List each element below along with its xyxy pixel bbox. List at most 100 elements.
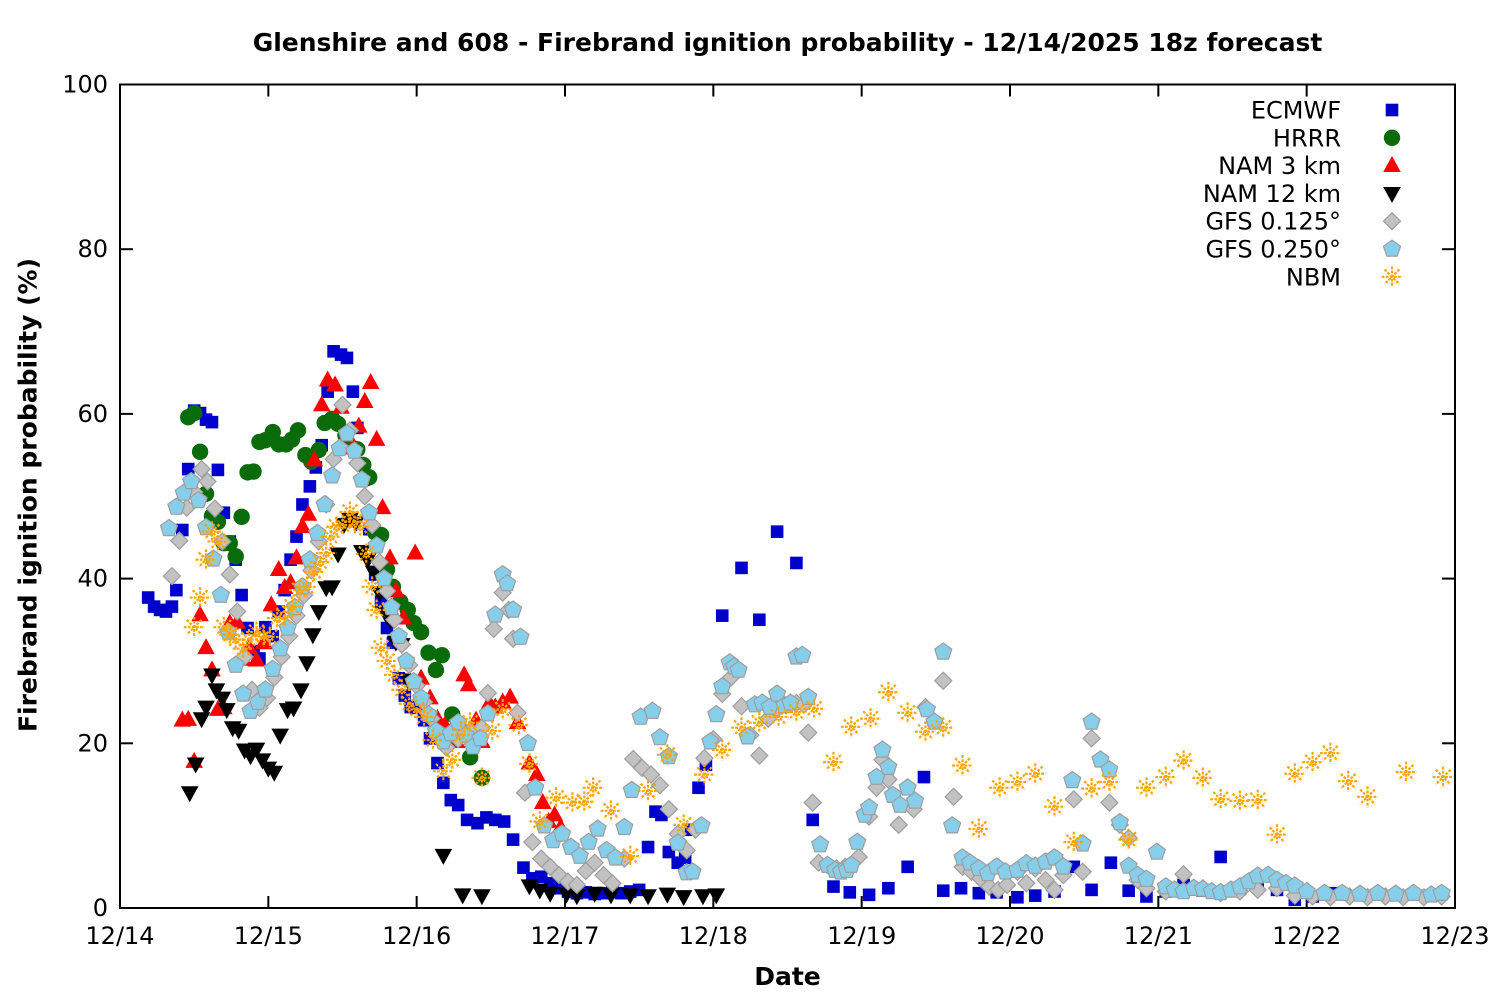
hrrr-point [433, 646, 451, 664]
nam-12-km-point [309, 605, 328, 622]
nbm-legend-marker-icon [1381, 266, 1403, 288]
nbm-point [259, 626, 281, 648]
gfs-0-125-point [347, 453, 367, 473]
gfs-0-250-point [810, 834, 830, 853]
gfs-0-125-point [623, 749, 643, 769]
series-gfs-0-250 [159, 424, 1451, 903]
gfs-0-125-point [205, 499, 225, 518]
gfs-0-250-point [701, 732, 720, 750]
ecmwf-point [790, 556, 803, 570]
gfs-0-250-point [204, 549, 223, 567]
gfs-0-250-point [181, 471, 201, 490]
nam-3-km-point [262, 595, 281, 612]
nbm-point [432, 760, 454, 782]
gfs-0-250-point [905, 791, 925, 809]
gfs-0-250-point [382, 597, 401, 616]
legend-label: NBM [1286, 263, 1341, 291]
ecmwf-point [954, 881, 968, 895]
gfs-0-250-point [1386, 884, 1405, 902]
gfs-0-125-point [803, 793, 823, 812]
gfs-0-250-point [233, 684, 253, 702]
y-tick-label: 0 [93, 894, 108, 922]
gfs-0-250-point [579, 832, 598, 850]
gfs-0-125-point [162, 566, 182, 586]
nbm-point [573, 791, 595, 813]
gfs-0-125-legend-marker-icon [1382, 211, 1402, 231]
nbm-point [296, 576, 318, 598]
gfs-0-125-point [1100, 793, 1119, 812]
gfs-0-125-point [641, 765, 661, 784]
gfs-0-125-point [749, 746, 769, 766]
gfs-0-250-point [159, 518, 179, 537]
gfs-0-250-point [738, 727, 757, 745]
nam-12-km-point [271, 728, 289, 745]
gfs-0-125-point [1045, 880, 1064, 900]
gfs-0-250-point [374, 568, 394, 587]
plot-frame [119, 83, 1456, 909]
nbm-point [450, 724, 472, 746]
nam-3-km-point [520, 753, 539, 770]
gfs-0-125-point [370, 552, 389, 572]
gfs-0-250-point [397, 651, 416, 669]
nam-3-km-point [545, 805, 564, 822]
gfs-0-250-point [263, 659, 282, 678]
ecmwf-point [692, 781, 705, 795]
nam-12-km-point [253, 753, 272, 770]
nbm-point [492, 699, 514, 720]
gfs-0-125-point [944, 787, 963, 807]
gfs-0-125-point [1073, 862, 1093, 882]
legend-item-gfs-0-125: GFS 0.125° [1205, 208, 1402, 236]
gfs-0-250-point [211, 585, 231, 603]
gfs-0-250-point [767, 684, 787, 702]
x-tick-label: 12/20 [975, 922, 1044, 950]
x-axis: 12/14 12/15 12/16 12/17 12/18 12/19 12/20 12/21… [85, 84, 1490, 950]
gfs-0-125-point [227, 602, 247, 621]
ecmwf-point [641, 840, 655, 854]
ecmwf-point [917, 770, 931, 784]
nam-12-km-point [186, 757, 205, 774]
y-tick-label: 60 [77, 400, 108, 428]
nbm-point [860, 708, 881, 729]
gfs-0-250-point [503, 600, 523, 618]
nbm-point [281, 596, 303, 617]
gfs-0-125-point [362, 515, 382, 535]
ecmwf-point [290, 530, 303, 543]
nbm-point [1007, 771, 1028, 793]
legend-item-nam-12-km: NAM 12 km [1203, 180, 1401, 208]
gfs-0-250-legend-marker-icon [1382, 239, 1402, 257]
gfs-0-250-point [781, 693, 800, 711]
nam-3-km-point [326, 375, 344, 392]
gfs-0-125-point [1064, 789, 1084, 809]
nbm-point [1024, 763, 1046, 785]
gfs-0-250-point [1333, 883, 1352, 902]
nam-12-km-legend-marker-icon [1383, 187, 1401, 203]
nbm-point [731, 717, 752, 739]
nam-12-km-point [473, 889, 491, 906]
gfs-0-250-point [917, 699, 937, 718]
ecmwf-point [340, 351, 354, 365]
gfs-0-250-point [859, 797, 879, 816]
x-tick-label: 12/23 [1420, 922, 1489, 950]
hrrr-legend-marker-icon [1383, 129, 1401, 146]
nbm-point [932, 717, 954, 739]
nbm-point [519, 753, 540, 775]
nam-3-km-point [179, 709, 198, 726]
ecmwf-point [303, 480, 317, 493]
ecmwf-point [770, 525, 784, 538]
nam-3-km-point [361, 373, 380, 390]
ecmwf-point [165, 600, 179, 613]
legend-item-ecmwf: ECMWF [1251, 97, 1399, 125]
legend-label: NAM 12 km [1203, 180, 1341, 208]
nam-3-km-point [501, 687, 519, 704]
gfs-0-250-point [167, 497, 186, 515]
gfs-0-250-point [692, 816, 711, 834]
ecmwf-point [882, 881, 895, 895]
legend-label: ECMWF [1251, 97, 1341, 125]
x-tick-label: 12/22 [1272, 922, 1341, 950]
nam-12-km-point [203, 668, 221, 685]
y-axis: 0 20 40 60 80 100 [62, 71, 1455, 922]
gfs-0-250-point [1404, 883, 1423, 902]
gfs-0-250-point [1054, 857, 1073, 875]
gfs-0-250-point [606, 848, 625, 866]
